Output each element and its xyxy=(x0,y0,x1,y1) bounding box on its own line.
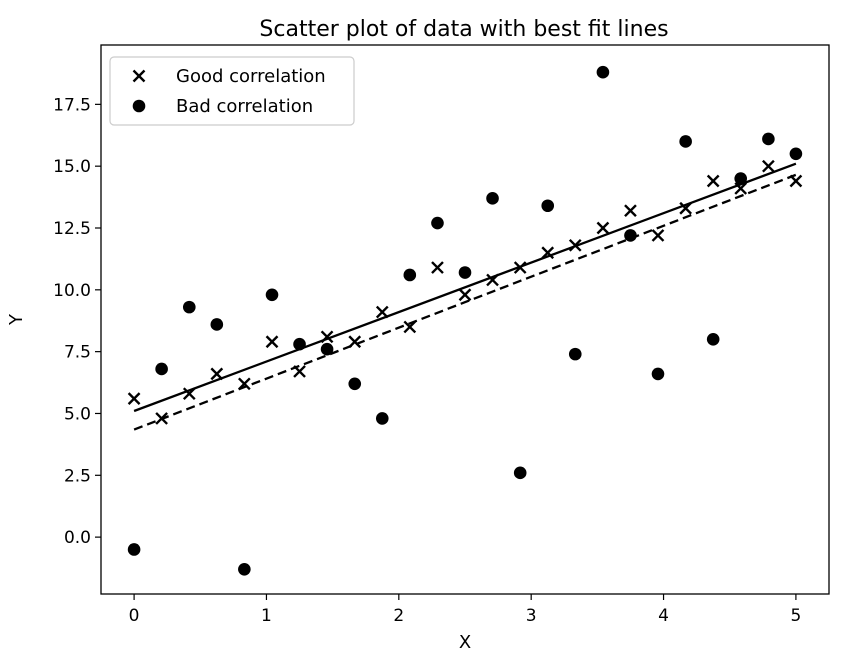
data-point-good-correlation xyxy=(486,273,499,287)
data-point-bad-correlation xyxy=(127,543,141,556)
data-point-good-correlation xyxy=(458,288,472,302)
data-point-good-correlation xyxy=(596,221,610,235)
data-point-good-correlation xyxy=(238,377,251,391)
data-point-bad-correlation xyxy=(155,362,168,376)
data-point-good-correlation xyxy=(348,335,362,349)
data-point-good-correlation xyxy=(375,305,389,319)
data-point-good-correlation xyxy=(734,182,748,195)
data-point-bad-correlation xyxy=(320,342,334,356)
data-point-good-correlation xyxy=(513,261,527,274)
x-axis: 0 1 2 3 4 5 xyxy=(129,594,801,626)
data-point-good-correlation xyxy=(320,330,334,344)
data-point-good-correlation xyxy=(210,367,224,381)
x-axis-label: X xyxy=(459,632,471,653)
legend: Good correlation Bad correlation xyxy=(109,56,355,126)
data-point-good-correlation xyxy=(155,412,168,425)
y-axis-label: Y xyxy=(6,313,27,326)
data-point-bad-correlation xyxy=(238,562,251,576)
data-point-bad-correlation xyxy=(596,65,610,79)
data-point-bad-correlation xyxy=(403,268,417,282)
legend-marker-good-correlation xyxy=(132,69,146,83)
x-tick-label: 3 xyxy=(526,606,537,626)
data-point-bad-correlation xyxy=(348,377,362,391)
data-point-bad-correlation xyxy=(458,266,472,279)
data-point-good-correlation xyxy=(762,159,775,173)
data-points xyxy=(127,65,803,576)
data-point-bad-correlation xyxy=(706,332,720,346)
data-point-good-correlation xyxy=(182,387,196,401)
fit-line-bad-correlation xyxy=(133,173,797,431)
data-point-bad-correlation xyxy=(679,135,692,148)
data-point-good-correlation xyxy=(651,229,665,242)
data-point-good-correlation xyxy=(127,392,141,405)
y-tick-label: 7.5 xyxy=(64,343,91,363)
data-point-bad-correlation xyxy=(513,466,527,480)
data-point-bad-correlation xyxy=(568,347,582,361)
data-point-bad-correlation xyxy=(624,229,637,242)
x-tick-label: 2 xyxy=(393,606,404,626)
legend-box xyxy=(109,56,355,126)
data-point-good-correlation xyxy=(431,261,444,274)
data-point-bad-correlation xyxy=(293,337,306,351)
y-tick-label: 12.5 xyxy=(53,219,91,239)
data-point-good-correlation xyxy=(624,204,637,218)
data-point-good-correlation xyxy=(541,246,555,260)
data-point-bad-correlation xyxy=(789,147,803,161)
data-point-bad-correlation xyxy=(375,412,389,425)
y-tick-label: 0.0 xyxy=(64,528,91,548)
data-point-bad-correlation xyxy=(651,367,665,381)
data-point-bad-correlation xyxy=(486,192,499,205)
chart-title: Scatter plot of data with best fit lines xyxy=(259,17,668,42)
data-point-bad-correlation xyxy=(762,132,775,146)
y-tick-label: 17.5 xyxy=(53,95,91,115)
y-tick-label: 15.0 xyxy=(53,157,91,177)
data-point-bad-correlation xyxy=(734,172,748,185)
data-point-bad-correlation xyxy=(182,300,196,314)
y-tick-label: 2.5 xyxy=(64,466,91,486)
data-point-good-correlation xyxy=(706,174,720,188)
x-tick-label: 1 xyxy=(261,606,272,626)
data-point-good-correlation xyxy=(568,238,582,252)
data-point-good-correlation xyxy=(403,320,417,334)
x-tick-label: 4 xyxy=(658,606,669,626)
data-point-bad-correlation xyxy=(265,288,279,302)
y-axis: 0.0 2.5 5.0 7.5 10.0 12.5 15.0 17.5 xyxy=(53,95,101,548)
legend-label: Good correlation xyxy=(176,66,326,87)
fit-lines xyxy=(133,162,797,431)
data-point-bad-correlation xyxy=(210,318,224,331)
y-tick-label: 5.0 xyxy=(64,404,91,424)
legend-label: Bad correlation xyxy=(176,96,313,117)
y-tick-label: 10.0 xyxy=(53,281,91,301)
data-point-good-correlation xyxy=(265,335,279,349)
data-point-bad-correlation xyxy=(541,199,555,213)
data-point-good-correlation xyxy=(679,201,692,215)
legend-marker-bad-correlation xyxy=(132,99,146,113)
x-tick-label: 5 xyxy=(790,606,801,626)
fit-line-good-correlation xyxy=(133,162,797,413)
data-point-bad-correlation xyxy=(431,216,444,230)
data-point-good-correlation xyxy=(789,174,803,188)
plot-area-frame xyxy=(100,44,830,595)
x-tick-label: 0 xyxy=(129,606,140,626)
data-point-good-correlation xyxy=(293,365,306,378)
